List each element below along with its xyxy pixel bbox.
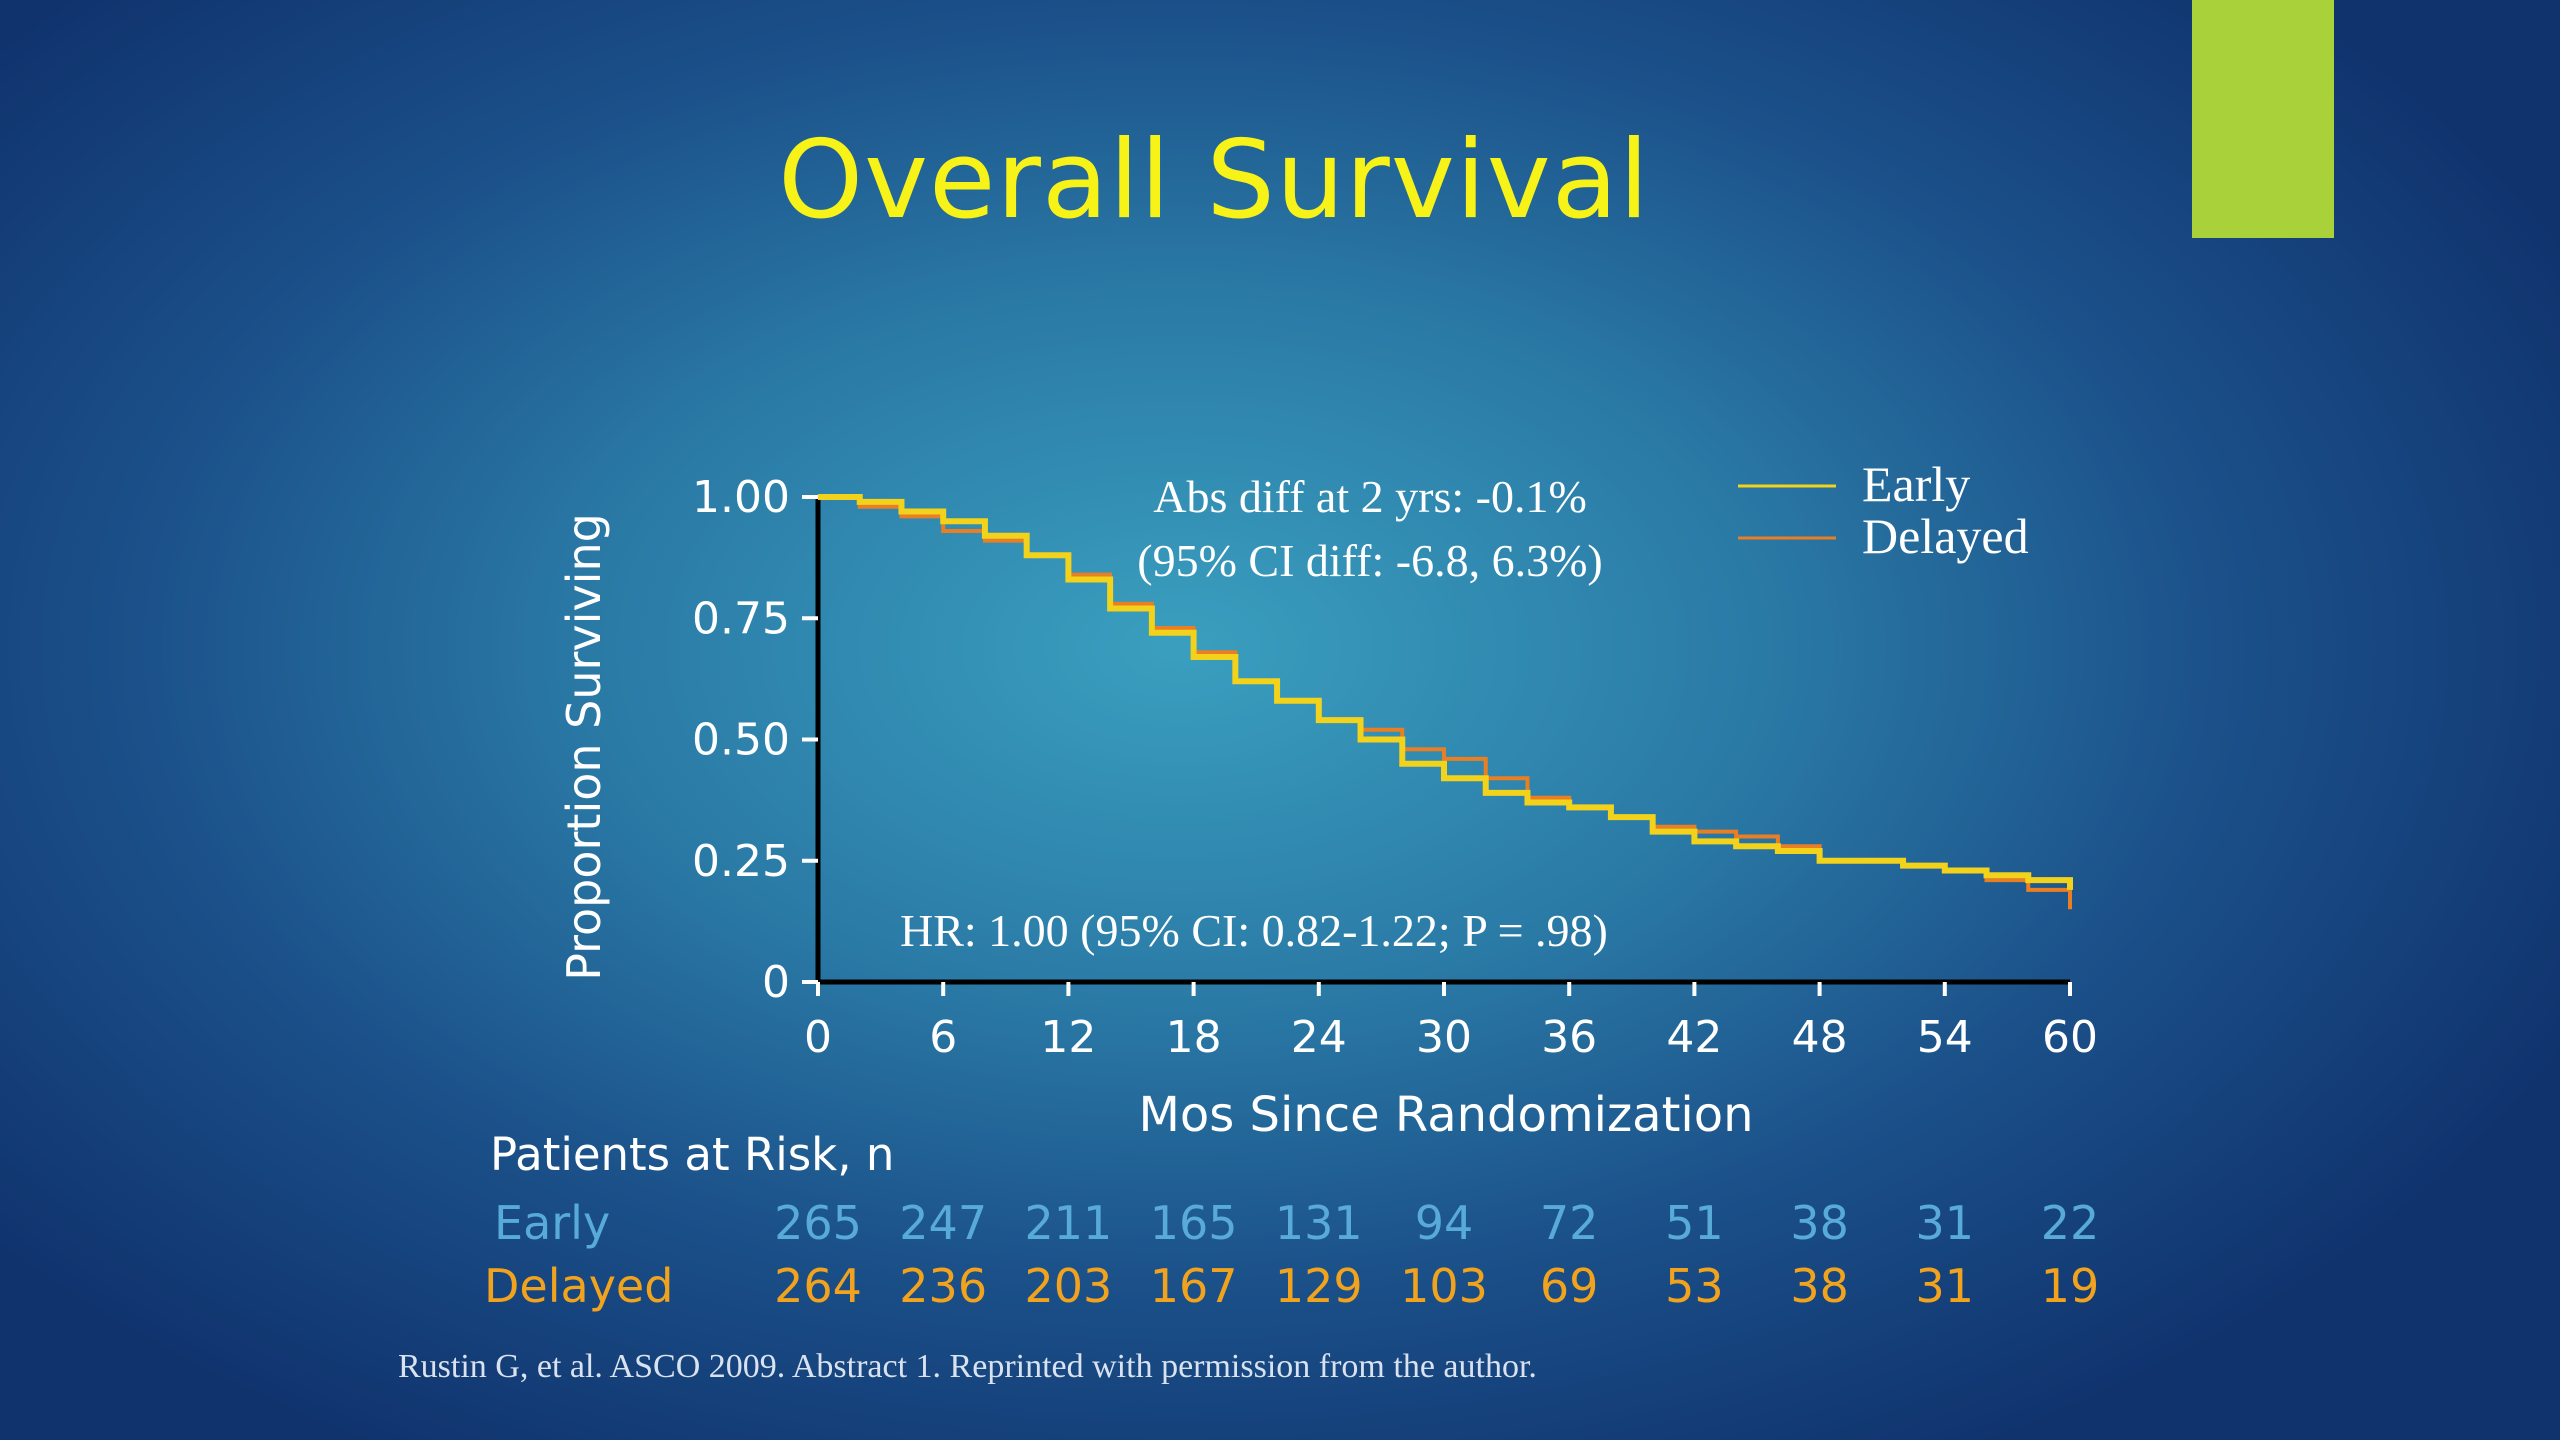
x-tick-label: 6: [929, 1012, 957, 1063]
risk-row-label: Delayed: [484, 1259, 674, 1313]
risk-cell: 69: [1539, 1259, 1599, 1313]
legend-label-early: Early: [1862, 456, 1970, 512]
x-tick-label: 12: [1040, 1012, 1096, 1063]
annotation-ci-diff: (95% CI diff: -6.8, 6.3%): [1137, 535, 1602, 586]
x-tick-label: 54: [1917, 1012, 1973, 1063]
chart-series: [818, 494, 2073, 910]
x-tick-label: 30: [1416, 1012, 1472, 1063]
risk-cell: 38: [1790, 1196, 1849, 1250]
risk-cell: 53: [1665, 1259, 1724, 1313]
risk-cell: 19: [2040, 1259, 2100, 1313]
risk-cell: 236: [899, 1259, 988, 1313]
risk-cell: 94: [1414, 1196, 1474, 1250]
risk-cell: 165: [1149, 1196, 1238, 1250]
x-tick-label: 60: [2042, 1012, 2098, 1063]
risk-cell: 129: [1274, 1259, 1363, 1313]
risk-cell: 22: [2040, 1196, 2100, 1250]
risk-cell: 247: [899, 1196, 988, 1250]
legend-label-delayed: Delayed: [1862, 508, 2029, 564]
x-tick-label: 0: [804, 1012, 832, 1063]
risk-cell: 103: [1400, 1259, 1488, 1313]
x-tick-label: 18: [1166, 1012, 1222, 1063]
risk-cell: 264: [774, 1259, 862, 1313]
x-tick-label: 36: [1541, 1012, 1597, 1063]
x-tick-label: 48: [1792, 1012, 1848, 1063]
accent-bar: [2192, 0, 2334, 238]
y-axis-label: Proportion Surviving: [557, 513, 611, 981]
y-tick-label: 0.50: [692, 715, 790, 766]
citation: Rustin G, et al. ASCO 2009. Abstract 1. …: [398, 1348, 1537, 1385]
risk-cell: 31: [1915, 1259, 1975, 1313]
risk-cell: 265: [774, 1196, 862, 1250]
risk-cell: 211: [1024, 1196, 1113, 1250]
slide-title: Overall Survival: [778, 118, 1650, 243]
risk-cell: 167: [1149, 1259, 1238, 1313]
risk-cell: 203: [1024, 1259, 1113, 1313]
y-tick-label: 1.00: [692, 472, 790, 523]
risk-cell: 72: [1539, 1196, 1599, 1250]
y-tick-label: 0: [762, 957, 790, 1008]
risk-cell: 51: [1665, 1196, 1724, 1250]
x-tick-label: 42: [1666, 1012, 1722, 1063]
series-line-early: [818, 494, 2073, 890]
x-axis-label: Mos Since Randomization: [1138, 1087, 1753, 1143]
risk-cell: 38: [1790, 1259, 1849, 1313]
risk-table-header: Patients at Risk, n: [490, 1128, 895, 1181]
y-tick-label: 0.25: [692, 836, 790, 887]
risk-cell: 31: [1915, 1196, 1975, 1250]
annotation-hazard-ratio: HR: 1.00 (95% CI: 0.82-1.22; P = .98): [900, 905, 1608, 956]
chart-ticks: 0 6 12 18 24 30 36 42 48 54 60 0 0.25 0.50 0.75 1.00: [692, 472, 2098, 1063]
risk-cell: 131: [1274, 1196, 1363, 1250]
annotation-abs-diff: Abs diff at 2 yrs: -0.1%: [1153, 471, 1587, 522]
x-tick-label: 24: [1291, 1012, 1347, 1063]
risk-row-label: Early: [494, 1196, 611, 1250]
y-tick-label: 0.75: [692, 593, 790, 644]
